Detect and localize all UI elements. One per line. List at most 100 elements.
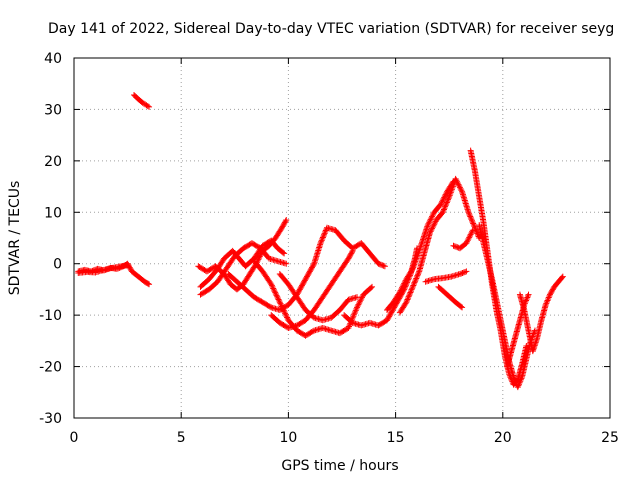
data-point: [413, 255, 420, 262]
data-point: [284, 314, 291, 321]
data-point: [283, 217, 290, 223]
data-point: [463, 268, 470, 275]
data-point: [450, 242, 457, 249]
data-point: [268, 281, 275, 288]
data-point: [350, 313, 357, 320]
data-point: [449, 183, 456, 190]
data-point: [456, 184, 463, 191]
data-point: [255, 256, 262, 263]
data-point: [413, 275, 420, 282]
data-point: [517, 378, 524, 385]
series-track-17: [467, 147, 530, 388]
data-point: [429, 212, 436, 219]
data-point: [511, 376, 518, 383]
data-point: [547, 290, 554, 297]
data-point: [375, 260, 382, 267]
data-point: [306, 269, 313, 276]
y-tick-label: 10: [44, 205, 62, 221]
y-tick-label: 40: [44, 51, 62, 67]
data-point: [349, 249, 356, 256]
data-point: [543, 298, 550, 305]
data-point: [309, 263, 316, 270]
data-point: [452, 175, 459, 182]
data-point: [378, 261, 385, 268]
data-point: [346, 254, 353, 261]
data-point: [414, 252, 421, 259]
data-point: [298, 283, 305, 290]
data-point: [305, 271, 312, 277]
data-point: [425, 220, 432, 227]
data-point: [544, 297, 551, 304]
data-point: [441, 193, 448, 199]
x-tick-label: 20: [494, 430, 512, 446]
data-point: [474, 230, 481, 237]
data-point: [267, 303, 274, 310]
y-tick-label: 20: [44, 154, 62, 170]
data-point: [453, 177, 460, 184]
data-point: [376, 261, 383, 268]
data-point: [510, 373, 517, 380]
data-point: [388, 309, 395, 316]
data-point: [146, 281, 153, 288]
data-point: [268, 282, 275, 289]
series-track-15: [435, 283, 466, 311]
data-point: [524, 293, 531, 300]
data-point: [469, 227, 476, 234]
data-point: [460, 269, 467, 276]
data-point: [283, 313, 290, 320]
data-point: [466, 233, 473, 239]
data-point: [409, 265, 416, 272]
data-point: [457, 303, 464, 310]
data-point: [431, 221, 438, 228]
data-point: [385, 314, 392, 321]
data-point: [429, 213, 436, 220]
data-point: [448, 186, 455, 193]
data-point: [124, 262, 131, 269]
data-point: [309, 328, 316, 335]
data-point: [302, 276, 309, 283]
data-point: [439, 209, 446, 216]
data-point: [448, 187, 455, 194]
data-point: [440, 207, 447, 214]
data-point: [355, 301, 362, 308]
data-point: [322, 228, 329, 235]
data-point: [357, 297, 364, 304]
series-track-13: [396, 175, 483, 316]
data-point: [468, 230, 475, 237]
data-point: [521, 301, 528, 308]
x-tick-label: 5: [177, 430, 186, 446]
data-point: [276, 299, 283, 306]
data-point: [413, 274, 420, 281]
data-point: [306, 268, 313, 275]
data-point: [354, 304, 361, 311]
data-point: [446, 192, 453, 199]
data-point: [511, 375, 518, 382]
data-point: [443, 199, 450, 206]
data-point: [443, 200, 450, 207]
data-point: [298, 282, 305, 289]
data-point: [283, 260, 290, 267]
data-point: [281, 219, 288, 226]
data-point: [280, 249, 287, 256]
data-point: [281, 220, 288, 227]
data-point: [469, 217, 476, 224]
data-point: [524, 294, 531, 301]
data-point: [278, 302, 285, 309]
data-point: [275, 296, 282, 303]
data-point: [442, 191, 449, 198]
data-point: [410, 264, 417, 271]
data-point: [352, 308, 359, 315]
data-point: [321, 230, 328, 237]
data-point: [308, 264, 315, 271]
data-point: [390, 305, 397, 312]
data-point: [439, 197, 446, 204]
data-point: [467, 213, 474, 220]
data-point: [380, 262, 387, 269]
data-point: [347, 251, 354, 258]
data-point: [410, 281, 417, 288]
data-point: [319, 234, 326, 241]
data-point: [464, 237, 471, 244]
data-point: [349, 314, 356, 321]
data-point: [445, 196, 452, 203]
